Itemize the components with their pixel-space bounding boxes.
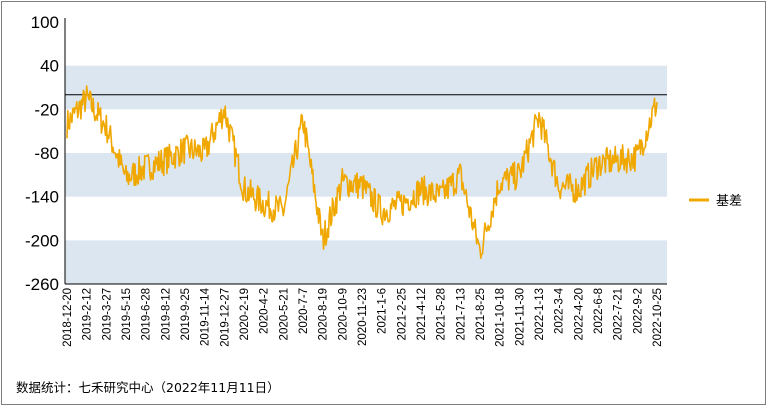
series-lines [66, 85, 658, 259]
source-note: 数据统计：七禾研究中心（2022年11月11日） [16, 380, 280, 395]
x-tick-label: 2021-10-18 [495, 288, 507, 347]
x-tick-label: 2018-12-20 [62, 288, 74, 347]
x-tick-label: 2019-5-15 [121, 288, 133, 340]
y-axis-ticks: 100 40 -20 -80 -140 -200 -260 [25, 13, 59, 294]
x-tick-label: 2022-10-25 [652, 288, 664, 347]
x-tick-label: 2022-1-13 [534, 288, 546, 340]
x-tick-label: 2022-7-21 [613, 288, 625, 340]
x-tick-label: 2021-7-13 [455, 288, 467, 340]
x-tick-label: 2020-11-23 [357, 288, 369, 346]
y-tick-label: 40 [40, 57, 59, 76]
x-tick-label: 2020-2-19 [239, 288, 251, 340]
series-line-basis [66, 85, 658, 259]
x-tick-label: 2020-4-2 [259, 288, 271, 334]
x-tick-label: 2019-8-12 [160, 288, 172, 340]
y-tick-label: -20 [34, 100, 59, 119]
band [65, 240, 667, 284]
x-tick-label: 2020-7-7 [298, 288, 310, 334]
y-tick-label: -260 [25, 275, 59, 294]
x-tick-label: 2019-12-27 [219, 288, 231, 347]
x-tick-label: 2021-8-25 [475, 288, 487, 340]
x-tick-label: 2022-6-8 [593, 288, 605, 334]
x-tick-label: 2019-9-25 [180, 288, 192, 340]
x-tick-label: 2022-3-4 [554, 287, 566, 334]
x-tick-label: 2021-4-12 [416, 288, 428, 340]
x-tick-label: 2019-6-28 [141, 288, 153, 340]
x-tick-label: 2019-2-12 [82, 288, 94, 340]
y-tick-label: -200 [25, 231, 59, 250]
x-tick-label: 2020-5-21 [278, 288, 290, 340]
legend: 基差 [689, 194, 742, 209]
background-bands [65, 65, 667, 284]
x-tick-label: 2021-5-28 [436, 288, 448, 340]
x-axis-ticks: 2018-12-20 2019-2-12 2019-3-27 2019-5-15 201… [62, 287, 664, 346]
band [65, 65, 667, 110]
x-tick-label: 2020-8-19 [318, 288, 330, 340]
x-tick-label: 2021-11-30 [514, 288, 526, 346]
x-tick-label: 2020-10-9 [337, 288, 349, 340]
y-tick-label: -140 [25, 188, 59, 207]
x-tick-label: 2019-11-14 [200, 287, 212, 346]
x-tick-label: 2021-1-6 [377, 288, 389, 334]
x-tick-label: 2022-4-20 [573, 288, 585, 340]
x-tick-label: 2019-3-27 [101, 288, 113, 340]
y-tick-label: 100 [31, 13, 59, 32]
x-tick-label: 2022-9-2 [632, 288, 644, 334]
axes [64, 18, 667, 285]
legend-label: 基差 [716, 194, 742, 209]
x-tick-label: 2021-2-25 [396, 288, 408, 340]
y-tick-label: -80 [34, 144, 59, 163]
